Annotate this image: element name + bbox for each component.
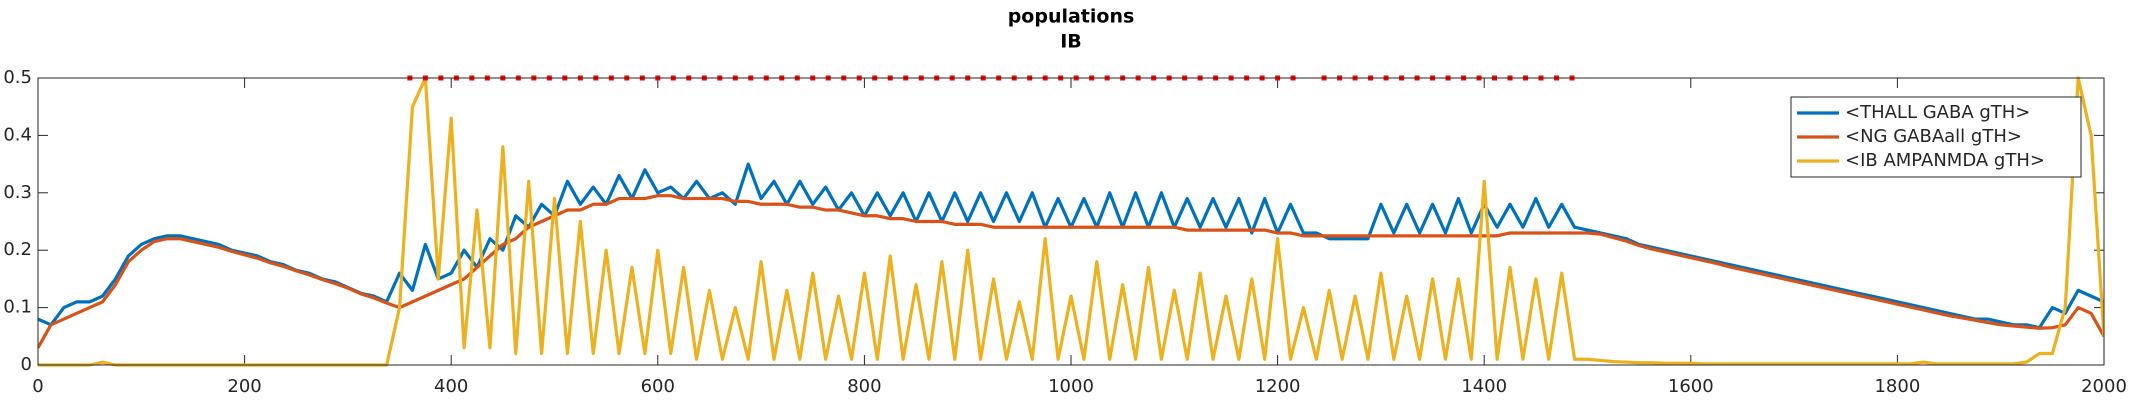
legend-label: <NG GABAall gTH> — [1845, 126, 2022, 147]
y-tick-label: 0 — [21, 354, 32, 375]
y-tick-label: 0.1 — [3, 297, 32, 318]
legend-box — [1790, 96, 2082, 178]
x-tick-label: 1200 — [1255, 376, 1301, 397]
x-tick-label: 600 — [641, 376, 675, 397]
y-tick-label: 0.5 — [3, 67, 32, 88]
x-tick-label: 0 — [32, 376, 43, 397]
chart-subtitle: IB — [1060, 31, 1082, 53]
y-tick-label: 0.4 — [3, 124, 32, 145]
x-tick-label: 800 — [847, 376, 881, 397]
axes-box — [37, 77, 2105, 366]
x-tick-label: 1000 — [1048, 376, 1094, 397]
y-tick-label: 0.2 — [3, 239, 32, 260]
x-tick-label: 1400 — [1461, 376, 1507, 397]
x-tick-label: 200 — [227, 376, 261, 397]
axes-background — [38, 78, 2104, 365]
x-tick-label: 1600 — [1668, 376, 1714, 397]
x-tick-label: 2000 — [2081, 376, 2127, 397]
y-tick-label: 0.3 — [3, 182, 32, 203]
chart-title: populations — [1008, 6, 1135, 28]
x-tick-label: 1800 — [1874, 376, 1920, 397]
legend-label: <THALL GABA gTH> — [1845, 102, 2030, 123]
x-tick-label: 400 — [434, 376, 468, 397]
legend-label: <IB AMPANMDA gTH> — [1845, 150, 2045, 171]
series-line — [38, 194, 2104, 349]
